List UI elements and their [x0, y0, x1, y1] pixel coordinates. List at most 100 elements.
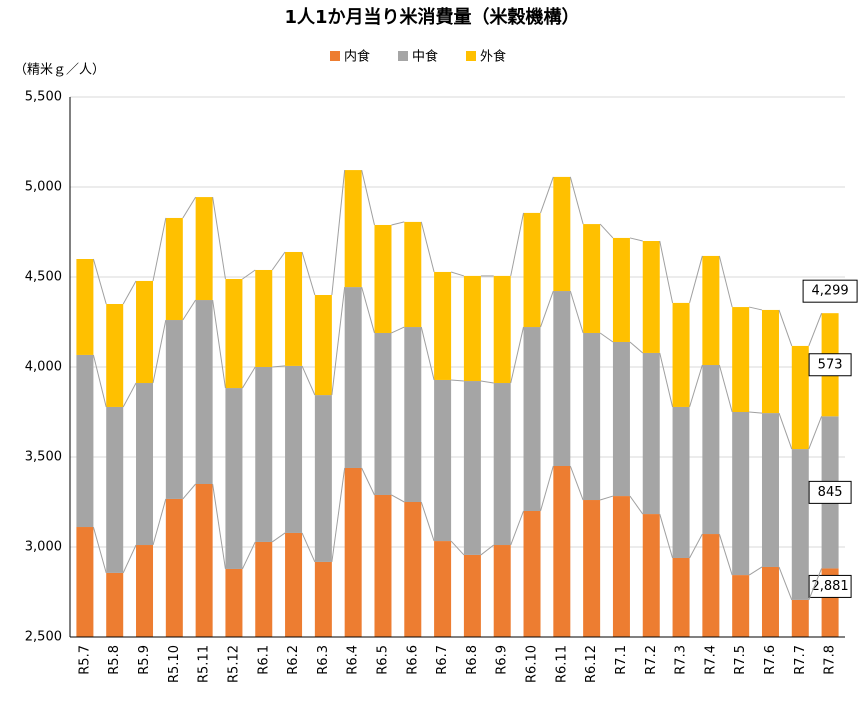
legend-swatch — [330, 51, 340, 61]
series-line — [480, 380, 494, 384]
bar-segment — [285, 251, 303, 366]
series-line — [152, 319, 167, 384]
chart-title: 1人1か月当り米消費量（米穀機構） — [284, 6, 579, 28]
series-line — [629, 237, 643, 242]
series-line — [152, 498, 167, 546]
y-tick-label: 5,500 — [25, 90, 62, 105]
bar-segment — [791, 345, 809, 450]
series-line — [301, 365, 316, 396]
bar-segment — [255, 269, 273, 367]
series-line — [778, 309, 793, 347]
series-line — [749, 411, 763, 414]
series-line — [391, 221, 405, 226]
bar-segment — [612, 341, 630, 497]
series-line — [242, 366, 256, 389]
series-line — [749, 306, 763, 311]
x-tick-label: R6.2 — [286, 645, 301, 675]
total-label-box — [802, 279, 858, 303]
x-tick-label: R6.9 — [495, 645, 510, 675]
x-tick-label: R5.8 — [107, 645, 122, 675]
series-line — [271, 251, 286, 271]
series-line — [420, 326, 435, 381]
value-label-box — [808, 480, 852, 504]
series-line — [272, 365, 286, 368]
series-line — [331, 170, 346, 296]
x-tick-label: R5.12 — [226, 645, 241, 683]
series-line — [510, 326, 525, 384]
series-line — [182, 483, 197, 500]
bar-segment — [672, 406, 690, 558]
series-line — [540, 465, 554, 512]
legend-label: 内食 — [344, 49, 370, 65]
series-line — [689, 364, 703, 408]
bar-segment — [106, 572, 124, 637]
series-line — [748, 566, 763, 576]
bar-segment — [404, 221, 422, 328]
bar-segment — [106, 406, 124, 573]
x-tick-label: R5.9 — [137, 645, 152, 675]
x-tick-label: R6.5 — [375, 645, 390, 675]
series-line — [152, 217, 167, 282]
y-tick-label: 5,000 — [25, 180, 62, 195]
bar-segment — [463, 554, 481, 637]
legend-label: 外食 — [480, 49, 506, 65]
series-line — [212, 299, 226, 389]
series-line — [361, 169, 375, 226]
series-line — [212, 483, 226, 570]
series-line — [480, 544, 495, 556]
x-tick-label: R6.7 — [435, 645, 450, 675]
bar-segment — [195, 484, 213, 637]
bar-segment — [523, 327, 541, 511]
series-line — [569, 465, 584, 501]
bar-segment — [314, 395, 332, 562]
series-line — [599, 332, 614, 343]
x-tick-label: R6.1 — [256, 645, 271, 675]
bar-segment — [434, 541, 452, 637]
bar-segment — [791, 599, 809, 637]
series-line — [629, 341, 644, 354]
x-tick-label: R5.11 — [197, 645, 212, 683]
series-line — [718, 255, 733, 308]
bar-segment — [761, 566, 779, 637]
series-line — [450, 540, 465, 556]
series-line — [420, 501, 435, 542]
bar-segment — [523, 511, 541, 637]
bar-segment — [463, 275, 481, 382]
value-label: 573 — [818, 357, 843, 372]
bar-segment — [195, 300, 213, 484]
value-label: 845 — [818, 485, 843, 500]
series-line — [629, 495, 644, 515]
series-line — [540, 290, 554, 328]
legend-swatch — [466, 51, 476, 61]
x-tick-label: R6.8 — [465, 645, 480, 675]
bar-segment — [314, 561, 332, 637]
series-line — [778, 412, 793, 450]
series-line — [599, 223, 614, 239]
y-axis-label: （精米ｇ／人） — [14, 63, 105, 78]
bar-segment — [225, 278, 243, 389]
bar-segment — [553, 466, 571, 637]
x-tick-label: R6.4 — [346, 645, 361, 675]
x-tick-label: R7.4 — [703, 645, 718, 675]
bar-segment — [255, 541, 273, 637]
bar-segment — [165, 320, 183, 499]
series-line — [271, 532, 286, 543]
bar-segment — [702, 255, 720, 366]
series-line — [689, 533, 703, 559]
bar-segment — [374, 224, 392, 333]
bar-segment — [493, 275, 511, 384]
bar-segment — [225, 388, 243, 569]
bar-segment — [76, 259, 94, 355]
bar-segment — [344, 467, 362, 637]
bar-segment — [761, 413, 779, 567]
bar-segment — [523, 212, 541, 328]
bar-segment — [374, 494, 392, 637]
series-line — [659, 240, 674, 304]
bar-segment — [165, 217, 183, 321]
bar-segment — [136, 545, 154, 637]
bar-segment — [553, 176, 571, 292]
bar-segment — [612, 496, 630, 637]
series-line — [451, 379, 464, 382]
y-tick-label: 2,500 — [25, 630, 62, 645]
bar-segment — [76, 354, 94, 528]
